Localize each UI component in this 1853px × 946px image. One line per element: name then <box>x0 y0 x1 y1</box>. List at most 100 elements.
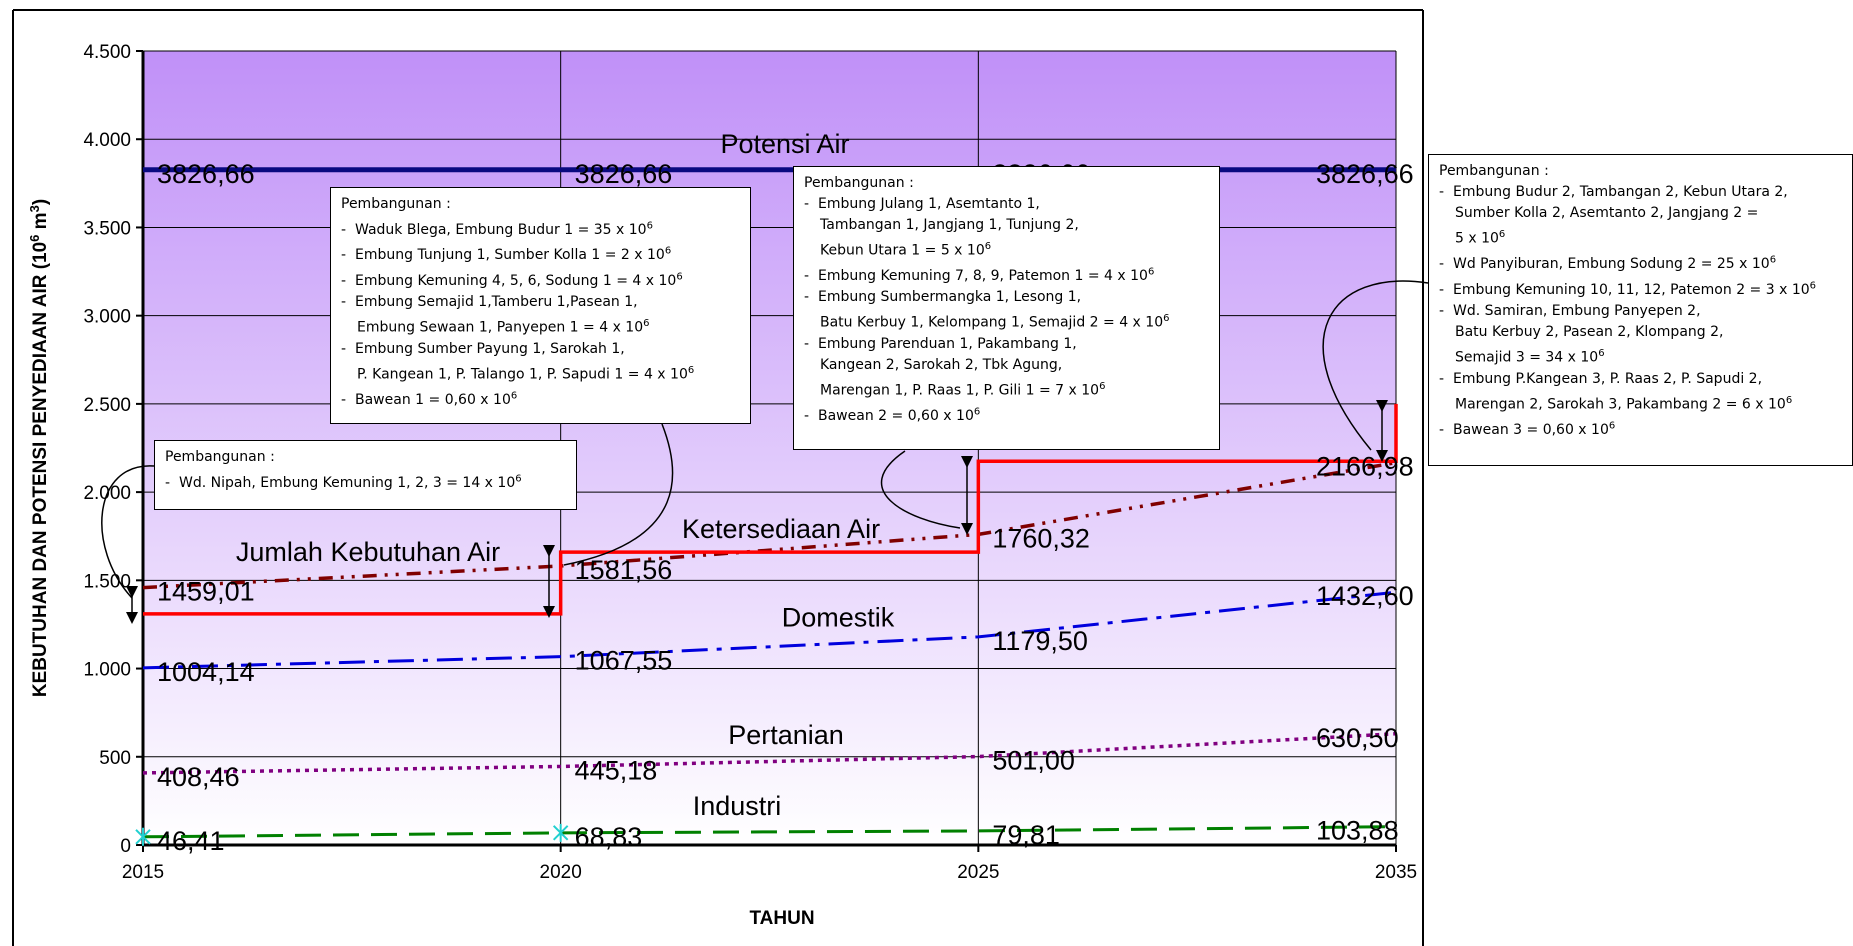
callout-text: Kangean 2, Sarokah 2, Tbk Agung, <box>820 356 1063 373</box>
callout-item: - Embung Semajid 1,Tamberu 1,Pasean 1, Emb… <box>341 292 742 339</box>
exponent: 6 <box>1598 347 1605 359</box>
callout-text: Kebun Utara 1 = 5 x 10 <box>820 242 985 259</box>
bullet-dash: - <box>804 196 810 212</box>
callout-item-line: Embung Kemuning 4, 5, 6, Sodung 1 = 4 x … <box>355 271 683 289</box>
callout-text: Semajid 3 = 34 x 10 <box>1455 349 1599 366</box>
callout-item: - Embung Parenduan 1, Pakambang 1, Kangean… <box>804 334 1211 402</box>
bullet-dash: - <box>341 391 347 408</box>
y-tick-label: 3.500 <box>83 218 131 239</box>
callout-text: Embung Sumber Payung 1, Sarokah 1, <box>355 340 625 357</box>
data-label-industri: 103,88 <box>1316 816 1399 846</box>
y-tick-label: 4.500 <box>83 42 131 63</box>
bullet-dash: - <box>804 289 810 306</box>
callout-item: - Embung Sumbermangka 1, Lesong 1, Batu Ke… <box>804 287 1211 334</box>
exponent: 6 <box>1608 420 1616 432</box>
callout-box-2020: Pembangunan : - Waduk Blega, Embung Budur … <box>330 187 751 424</box>
y-tick-label: 0 <box>120 836 131 857</box>
callout-item-line: Embung Kemuning 10, 11, 12, Patemon 2 = … <box>1453 280 1816 298</box>
callout-item-line: P. Kangean 1, P. Talango 1, P. Sapudi 1 … <box>341 360 742 386</box>
ketersediaan-line <box>143 403 1398 616</box>
callout-box-2025: Pembangunan : - Embung Julang 1, Asemtanto… <box>793 166 1220 450</box>
bullet-dash: - <box>1439 184 1445 200</box>
callout-text: Bawean 2 = 0,60 x 10 <box>818 408 974 425</box>
series-line-domestik <box>142 590 1397 670</box>
series-name-pertanian: Pertanian <box>728 720 844 750</box>
callout-item-line: Wd. Nipah, Embung Kemuning 1, 2, 3 = 14 … <box>179 473 522 491</box>
callout-connector <box>880 450 961 529</box>
bullet-dash: - <box>165 474 171 491</box>
x-tick-label: 2020 <box>540 862 582 883</box>
exponent: 6 <box>1785 394 1793 406</box>
data-label-industri: 46,41 <box>157 826 225 856</box>
callout-text: Bawean 1 = 0,60 x 10 <box>355 391 511 408</box>
data-label-pertanian: 445,18 <box>575 755 658 785</box>
exponent: 6 <box>1769 254 1777 266</box>
callout-text: Embung Semajid 1,Tamberu 1,Pasean 1, <box>355 293 638 310</box>
x-tick-label: 2015 <box>122 862 164 883</box>
data-label-domestik: 1067,55 <box>575 646 673 676</box>
callout-item: - Embung Sumber Payung 1, Sarokah 1, P. Ka… <box>341 339 742 386</box>
callout-item: - Wd. Nipah, Embung Kemuning 1, 2, 3 = 14… <box>165 468 568 494</box>
callout-item-line: Marengan 2, Sarokah 3, Pakambang 2 = 6 x… <box>1439 390 1844 416</box>
data-label-kebutuhan: 1581,56 <box>575 555 673 585</box>
exponent: 6 <box>664 245 672 257</box>
callout-item: - Embung Kemuning 4, 5, 6, Sodung 1 = 4 x… <box>341 266 742 292</box>
exponent: 6 <box>515 473 522 484</box>
exponent: 6 <box>646 220 653 231</box>
exponent: 6 <box>676 271 683 283</box>
callout-item: - Wd Panyiburan, Embung Sodung 2 = 25 x 1… <box>1439 250 1844 276</box>
callout-item: - Embung Julang 1, Asemtanto 1, Tambangan … <box>804 194 1211 262</box>
callout-text: Embung Kemuning 10, 11, 12, Patemon 2 = … <box>1453 281 1810 298</box>
data-labels: 3826,663826,663826,663826,661459,011581,… <box>157 159 1414 856</box>
data-label-industri: 68,83 <box>575 822 643 852</box>
callout-item: - Embung Kemuning 7, 8, 9, Patemon 1 = 4 … <box>804 262 1211 288</box>
x-tick-label: 2035 <box>1375 862 1417 883</box>
callout-item-line: Wd. Samiran, Embung Panyepen 2, <box>1453 303 1701 319</box>
data-label-domestik: 1004,14 <box>157 657 255 687</box>
callout-item-line: Marengan 1, P. Raas 1, P. Gili 1 = 7 x 1… <box>804 376 1211 402</box>
callout-item-line: Embung Sewaan 1, Panyepen 1 = 4 x 106 <box>341 313 742 339</box>
bullet-dash: - <box>804 335 810 352</box>
callout-item-line: Embung Sumbermangka 1, Lesong 1, <box>818 289 1081 305</box>
y-tick-label: 500 <box>99 748 131 769</box>
callout-text: Embung Sewaan 1, Panyepen 1 = 4 x 10 <box>357 319 644 336</box>
series-name-domestik: Domestik <box>782 603 895 633</box>
callout-text: Embung Parenduan 1, Pakambang 1, <box>818 335 1077 352</box>
callout-connectors <box>101 280 1429 624</box>
callout-item-line: Embung Sumber Payung 1, Sarokah 1, <box>355 341 625 357</box>
callout-item: - Embung Budur 2, Tambangan 2, Kebun Utar… <box>1439 182 1844 250</box>
callout-item-line: Bawean 1 = 0,60 x 106 <box>355 390 518 408</box>
callout-item-line: 5 x 106 <box>1439 224 1844 250</box>
callout-item-line: Embung Julang 1, Asemtanto 1, <box>818 196 1040 212</box>
callout-item: - Embung Kemuning 10, 11, 12, Patemon 2 =… <box>1439 275 1844 301</box>
callout-text: Waduk Blega, Embung Budur 1 = 35 x 10 <box>355 221 647 238</box>
callout-text: Embung Julang 1, Asemtanto 1, <box>818 196 1040 212</box>
callout-item: - Waduk Blega, Embung Budur 1 = 35 x 106 <box>341 215 742 241</box>
bullet-dash: - <box>341 293 347 310</box>
callout-heading: Pembangunan : <box>804 175 914 191</box>
callout-item: - Wd. Samiran, Embung Panyepen 2, Batu Ker… <box>1439 301 1844 369</box>
exponent: 6 <box>984 241 992 252</box>
bullet-dash: - <box>1439 370 1445 387</box>
callout-text: 5 x 10 <box>1455 230 1499 247</box>
series-name-industri: Industri <box>693 791 782 821</box>
series-line-kebutuhan <box>142 460 1397 590</box>
callout-item-line: Kangean 2, Sarokah 2, Tbk Agung, <box>804 355 1211 376</box>
exponent: 6 <box>510 390 518 402</box>
callout-box-2015: Pembangunan : - Wd. Nipah, Embung Kemuning… <box>154 440 577 510</box>
callout-text: Wd. Nipah, Embung Kemuning 1, 2, 3 = 14 … <box>179 474 516 491</box>
series-line-pertanian <box>142 732 1397 775</box>
callout-item: - Embung Tunjung 1, Sumber Kolla 1 = 2 x … <box>341 241 742 267</box>
callout-heading: Pembangunan : <box>165 449 275 465</box>
bullet-dash: - <box>341 247 347 264</box>
callout-text: Marengan 1, P. Raas 1, P. Gili 1 = 7 x 1… <box>820 382 1100 399</box>
callout-item-line: Embung Budur 2, Tambangan 2, Kebun Utara… <box>1453 184 1788 200</box>
callout-heading: Pembangunan : <box>1439 163 1549 179</box>
exponent: 6 <box>1498 229 1506 240</box>
callout-item-line: Tambangan 1, Jangjang 1, Tunjung 2, <box>804 215 1211 236</box>
bullet-dash: - <box>804 268 810 285</box>
callout-item-line: Batu Kerbuy 2, Pasean 2, Klompang 2, <box>1439 322 1844 343</box>
data-label-potensi: 3826,66 <box>575 159 673 189</box>
callout-item-line: Embung Semajid 1,Tamberu 1,Pasean 1, <box>355 294 638 310</box>
callout-item: - Bawean 1 = 0,60 x 106 <box>341 385 742 411</box>
